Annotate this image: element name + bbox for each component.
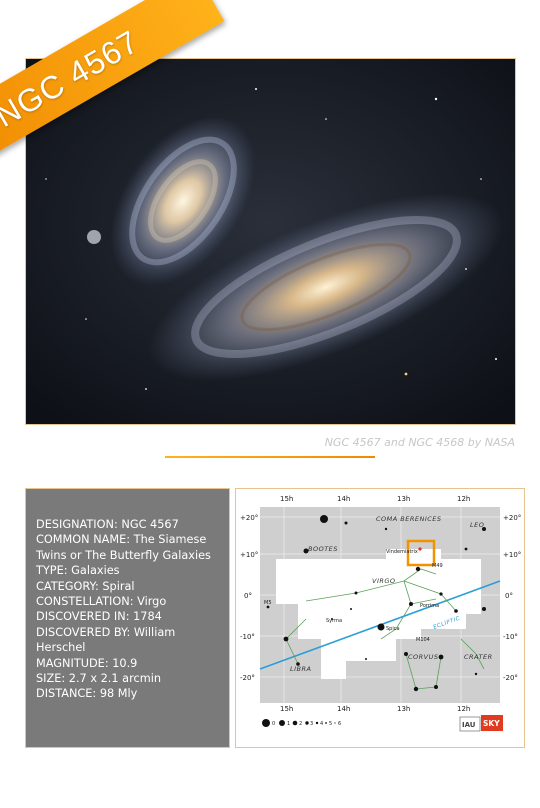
constellation-label: CRATER xyxy=(464,653,493,661)
dec-label-right: 0° xyxy=(505,592,513,600)
ra-label-bottom: 15h xyxy=(280,705,293,713)
object-label: Vindemiatrix xyxy=(386,549,418,555)
constellation-label: COMA BERENICES xyxy=(376,515,442,523)
magnitude-label: 6 xyxy=(338,721,341,727)
object-label: Syrma xyxy=(326,618,342,624)
info-line: MAGNITUDE: 10.9 xyxy=(36,656,138,670)
info-line: CATEGORY: Spiral xyxy=(36,579,135,593)
divider-line xyxy=(165,456,375,458)
dec-label-right: +20° xyxy=(503,514,521,522)
sky-chart: 15h 14h 13h 12h 15h 14h 13h 12h +20° +10… xyxy=(235,488,525,748)
sky-logo xyxy=(481,715,503,731)
sky-logo-text: SKY xyxy=(483,719,500,728)
dec-label: -10° xyxy=(240,633,255,641)
galaxy-image xyxy=(26,59,515,424)
dec-label: +10° xyxy=(240,551,258,559)
info-line: DESIGNATION: NGC 4567 xyxy=(36,518,179,531)
info-panel: DESIGNATION: NGC 4567 COMMON NAME: The S… xyxy=(25,488,230,748)
constellation-label: LEO xyxy=(470,521,484,529)
dec-label: -20° xyxy=(240,674,255,682)
target-icon xyxy=(418,547,422,551)
ra-label: 15h xyxy=(280,495,293,503)
ra-label: 13h xyxy=(397,495,410,503)
info-line: SIZE: 2.7 x 2.1 arcmin xyxy=(36,672,161,686)
magnitude-label: 4 xyxy=(320,721,323,727)
object-label: M49 xyxy=(432,563,443,569)
ra-label-bottom: 12h xyxy=(457,705,470,713)
magnitude-label: 2 xyxy=(299,721,302,727)
magnitude-label: 5 xyxy=(329,721,332,727)
sky-chart-svg: 15h 14h 13h 12h 15h 14h 13h 12h +20° +10… xyxy=(240,495,521,732)
magnitude-label: 1 xyxy=(287,721,290,727)
magnitude-scale: 0 1 2 3 4 5 6 xyxy=(262,719,341,727)
object-label: M5 xyxy=(264,600,272,606)
dec-label: 0° xyxy=(244,592,252,600)
galaxy-photo xyxy=(25,58,516,425)
ra-label: 12h xyxy=(457,495,470,503)
info-line: CONSTELLATION: Virgo xyxy=(36,595,167,609)
ra-label-bottom: 14h xyxy=(337,705,350,713)
constellation-label: BOOTES xyxy=(308,545,338,553)
dec-label: +20° xyxy=(240,514,258,522)
object-label: Porrima xyxy=(420,603,439,609)
target-marker xyxy=(406,539,436,567)
constellation-label: LIBRA xyxy=(290,665,311,673)
magnitude-label: 0 xyxy=(272,721,275,727)
object-label: M104 xyxy=(416,637,430,643)
dec-label-right: -20° xyxy=(503,674,518,682)
dec-label-right: +10° xyxy=(503,551,521,559)
ra-label-bottom: 13h xyxy=(397,705,410,713)
info-line: DISTANCE: 98 Mly xyxy=(36,687,138,701)
ra-label: 14h xyxy=(337,495,350,503)
constellation-label: CORVUS xyxy=(408,653,439,661)
iau-logo-text: IAU xyxy=(462,721,476,729)
info-line: COMMON NAME: The Siamese xyxy=(36,533,207,547)
info-line: TYPE: Galaxies xyxy=(36,564,120,578)
dec-label-right: -10° xyxy=(503,633,518,641)
photo-credit: NGC 4567 and NGC 4568 by NASA xyxy=(324,436,515,449)
constellation-label: VIRGO xyxy=(372,577,396,585)
info-line: DISCOVERED BY: William xyxy=(36,625,176,639)
virgo-region xyxy=(276,549,481,679)
iau-logo xyxy=(459,716,481,732)
info-line: Herschel xyxy=(36,641,86,655)
info-line: DISCOVERED IN: 1784 xyxy=(36,610,162,624)
info-line: Twins or The Butterfly Galaxies xyxy=(36,548,211,562)
object-label: Spica xyxy=(386,626,400,632)
magnitude-label: 3 xyxy=(310,721,313,727)
